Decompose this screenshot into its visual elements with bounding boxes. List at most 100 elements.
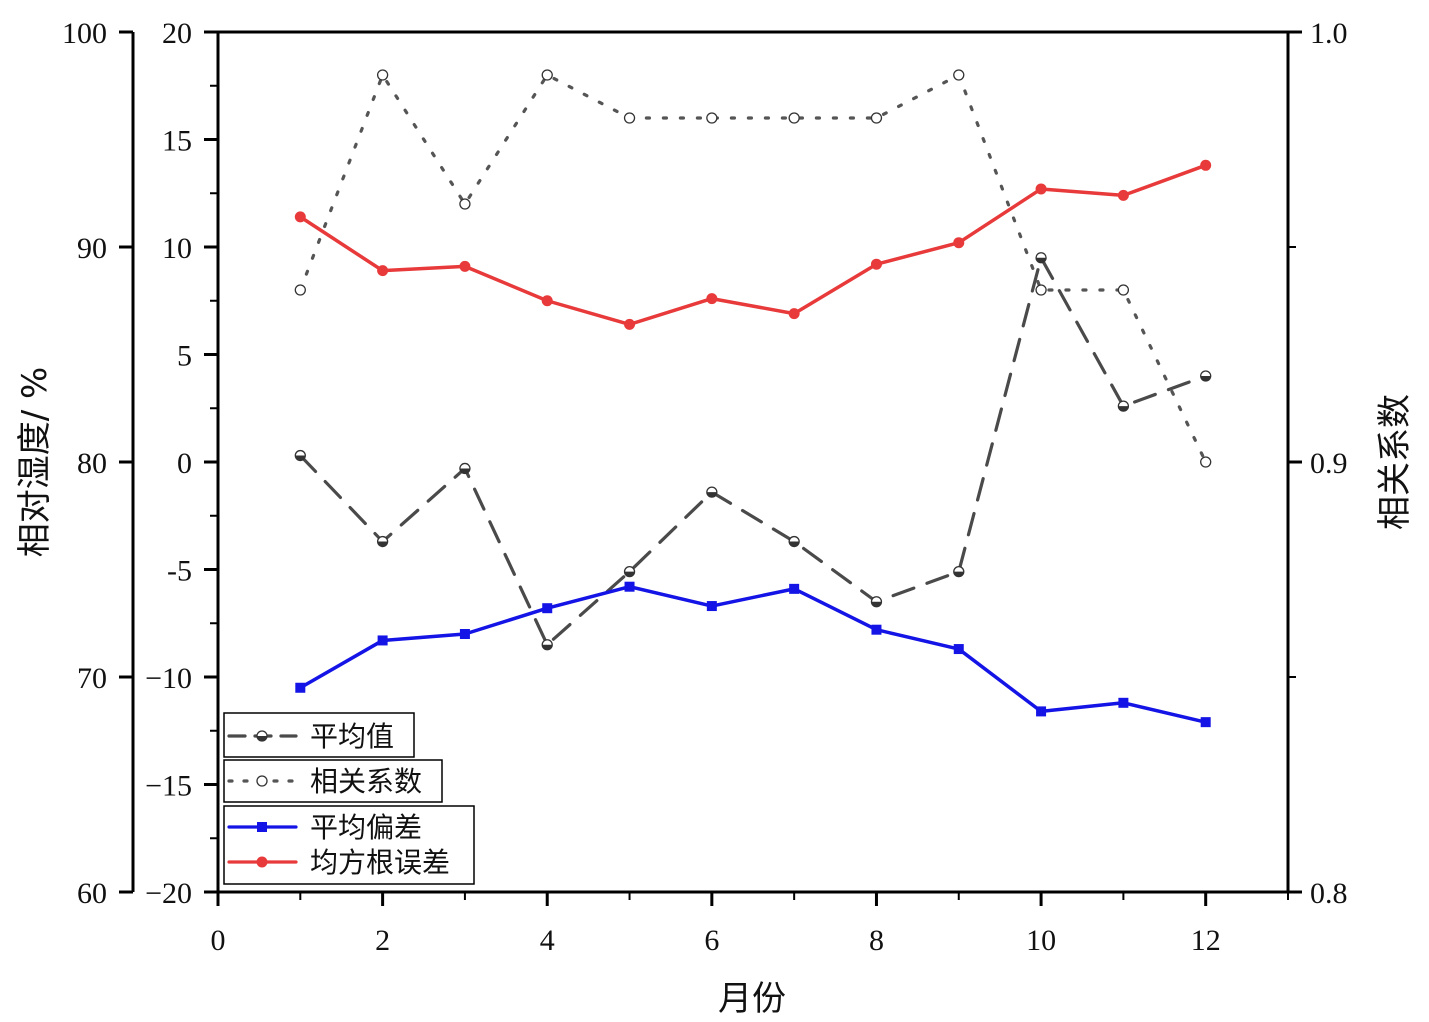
marker-fill [257,736,267,741]
data-point [1200,456,1212,468]
outer-y-tick-label: 80 [77,447,107,480]
outer-y-tick-label: 70 [77,662,107,695]
data-point [788,535,800,548]
data-point [541,295,553,307]
data-point [1035,252,1047,264]
inner-y-tick-label: -5 [167,555,192,588]
inner-y-tick-label: 5 [177,340,192,373]
data-point [1117,400,1130,412]
data-point [789,583,800,594]
outer-y-tick-label: 100 [62,17,107,50]
right-y-tick-label: 0.9 [1310,447,1348,480]
legend-item: 平均偏差 [227,811,422,844]
x-tick-label: 0 [211,924,226,957]
marker-fill [789,541,800,547]
data-point [623,566,636,578]
series-line [298,163,1208,327]
series-line [298,584,1208,724]
marker-fill [459,468,470,474]
right-y-tick-label: 1.0 [1310,17,1348,50]
marker-fill [1036,257,1047,263]
inner-y-tick-label: 10 [162,232,192,265]
data-point [294,284,306,296]
data-point [294,449,306,462]
y-axis-right-title: 相关系数 [1375,394,1415,530]
legend-box [223,805,475,885]
inner-y-tick-label: −10 [145,662,192,695]
data-point [623,112,636,124]
marker-fill [871,601,882,607]
data-point [294,211,306,223]
data-point [871,624,882,635]
x-tick-label: 6 [704,924,719,957]
data-point [1117,284,1130,296]
inner-y-tick-label: −15 [145,770,192,803]
inner-y-tick-label: −20 [145,877,192,910]
legend-label: 均方根误差 [310,846,450,879]
data-point [1117,189,1129,201]
data-point [295,682,306,693]
x-tick-label: 2 [375,924,390,957]
legend-swatch-marker [256,730,268,742]
data-point [953,237,965,249]
data-point [1200,717,1211,728]
x-tick-label: 8 [869,924,884,957]
data-point [459,260,471,272]
data-point [377,635,388,646]
marker-fill [542,644,553,650]
series-1 [294,252,1212,651]
series-group [294,69,1212,728]
data-point [542,603,553,614]
inner-y-tick-label: 15 [162,125,192,158]
data-point [1200,159,1212,171]
data-point [541,69,553,81]
data-point [788,308,800,320]
inner-y-tick-label: 0 [177,447,192,480]
data-point [377,265,389,277]
data-point [541,639,553,651]
axes-group: 60 70 80 90 100 −20 −15 −10 -5 0 5 10 15 20 0.8 0.9 1.0 0… [62,17,1348,957]
legend-item: 平均值 [227,720,394,753]
x-axis-title: 月份 [718,979,786,1019]
data-point [1035,284,1047,296]
legend-swatch-marker [257,822,267,832]
series-3 [295,581,1211,728]
data-point [953,69,965,81]
data-point [788,112,800,124]
data-point [953,566,965,578]
data-point [870,112,883,124]
data-point [953,644,964,655]
series-4 [294,159,1212,330]
x-tick-label: 4 [540,924,555,957]
series-line [298,256,1208,647]
data-point [1118,697,1129,708]
data-point [706,112,718,124]
inner-y-tick-label: 20 [162,17,192,50]
data-point [376,69,389,81]
data-point [376,535,389,548]
data-point [870,258,882,270]
legend-label: 相关系数 [310,765,422,798]
marker-fill [953,571,964,577]
series-line [298,73,1208,464]
marker-fill [377,541,388,547]
marker-fill [1200,376,1211,382]
legend-swatch-marker [256,856,268,868]
data-point [1200,370,1212,382]
data-point [1035,183,1047,195]
data-point [706,293,718,305]
data-point [624,581,635,592]
legend-label: 平均值 [310,720,394,753]
data-point [706,601,717,612]
legend-item: 相关系数 [227,765,422,798]
data-point [459,462,471,475]
marker-fill [624,571,635,577]
marker-fill [706,492,717,498]
data-point [459,629,470,639]
series-2 [294,69,1212,468]
marker-fill [295,455,306,461]
x-tick-label: 10 [1026,924,1056,957]
legend-swatch-marker [256,775,268,787]
